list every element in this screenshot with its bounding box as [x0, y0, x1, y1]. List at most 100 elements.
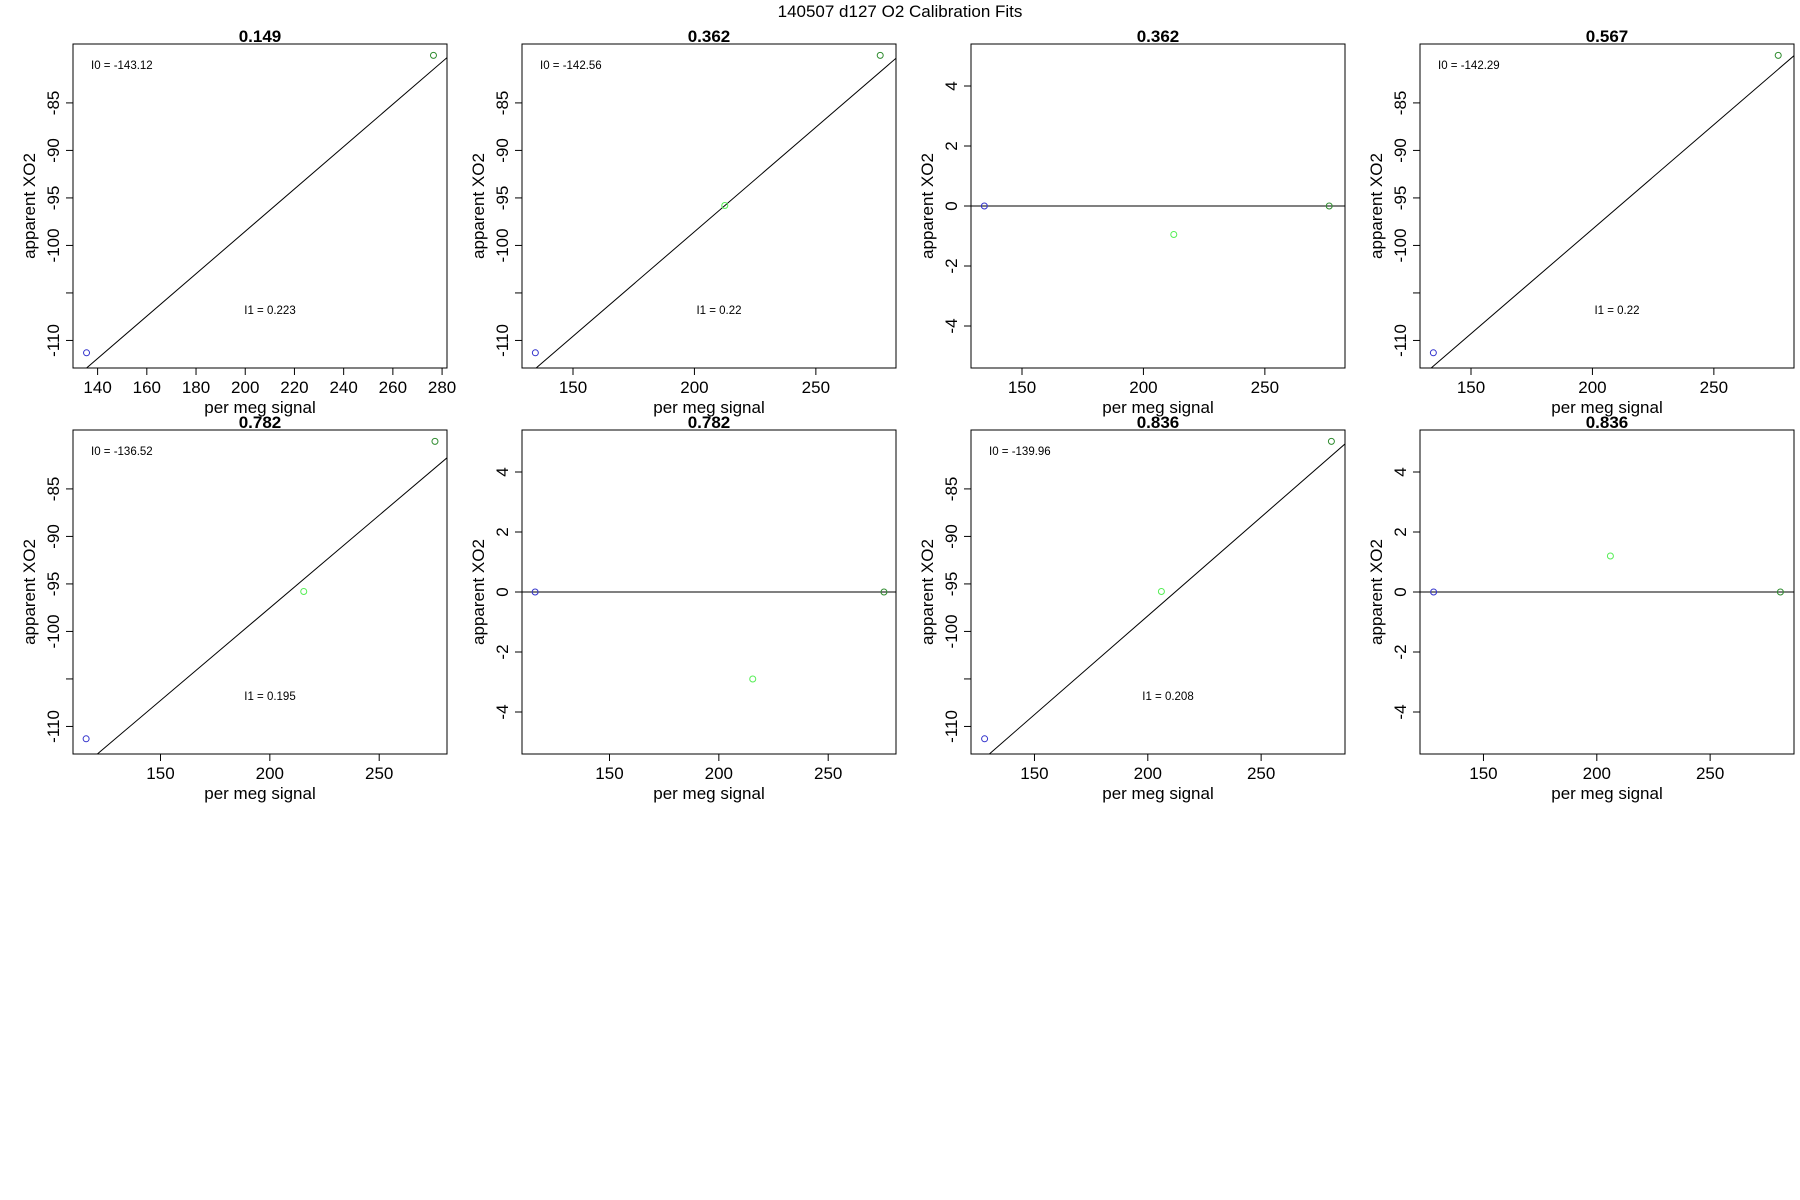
intercept-annotation: I0 = -142.29 — [1438, 60, 1500, 72]
x-tick-label: 150 — [1008, 378, 1036, 397]
x-tick-label: 250 — [1247, 764, 1275, 783]
data-point — [1170, 231, 1178, 238]
slope-annotation: I1 = 0.208 — [1142, 691, 1193, 703]
data-point — [429, 51, 437, 59]
y-tick-label: -85 — [942, 477, 961, 502]
y-tick-label: -2 — [1391, 644, 1410, 659]
panel-3: 0.362 150 200 250 4 2 0 -2 -4 per meg signal appar… — [918, 27, 1346, 417]
y-tick-label: -110 — [1391, 324, 1410, 357]
figure-title: 140507 d127 O2 Calibration Fits — [778, 2, 1023, 21]
x-tick-label: 200 — [1578, 378, 1606, 397]
panel-8: 0.836 150 200 250 4 2 0 -2 -4 per meg signal appar… — [1367, 413, 1795, 803]
x-tick-label: 200 — [231, 378, 259, 397]
y-tick-label: -95 — [44, 572, 63, 597]
data-point — [1327, 437, 1335, 445]
x-axis-label: per meg signal — [1551, 784, 1663, 803]
x-tick-label: 220 — [280, 378, 308, 397]
x-tick-label: 150 — [1469, 764, 1497, 783]
y-tick-label: -95 — [44, 186, 63, 211]
x-axis-label: per meg signal — [204, 398, 316, 417]
fit-line — [1430, 55, 1794, 368]
x-tick-label: 250 — [802, 378, 830, 397]
y-tick-label: -110 — [493, 324, 512, 357]
x-tick-label: 200 — [1583, 764, 1611, 783]
panel-5: 0.782 150 200 250 -85 -90 -95 -100 -110 per meg s… — [20, 413, 448, 803]
x-axis-label: per meg signal — [653, 784, 765, 803]
fit-line — [85, 56, 447, 368]
data-point — [1606, 552, 1614, 560]
data-point — [880, 588, 888, 596]
data-point — [1430, 588, 1438, 596]
x-tick-label: 250 — [1700, 378, 1728, 397]
panel-title: 0.836 — [1586, 413, 1629, 432]
y-tick-label: -100 — [44, 614, 63, 648]
data-point — [1157, 588, 1165, 596]
y-axis-label: apparent XO2 — [469, 153, 488, 259]
x-tick-label: 250 — [1696, 764, 1724, 783]
plot-frame — [521, 43, 897, 369]
data-point — [1774, 51, 1782, 59]
x-axis-label: per meg signal — [1102, 784, 1214, 803]
data-point — [1325, 202, 1333, 210]
slope-annotation: I1 = 0.22 — [696, 305, 741, 317]
y-tick-label: -85 — [1391, 91, 1410, 116]
y-axis-label: apparent XO2 — [1367, 153, 1386, 259]
y-tick-label: -100 — [493, 228, 512, 262]
y-tick-label: -4 — [942, 318, 961, 333]
plot-frame — [72, 43, 448, 369]
x-tick-label: 140 — [83, 378, 111, 397]
panel-title: 0.782 — [239, 413, 282, 432]
y-tick-label: 0 — [942, 201, 961, 210]
y-axis-label: apparent XO2 — [918, 539, 937, 645]
y-tick-label: 2 — [493, 527, 512, 536]
y-tick-label: -100 — [942, 614, 961, 648]
y-tick-label: -95 — [942, 572, 961, 597]
y-tick-label: -90 — [44, 524, 63, 549]
data-point — [876, 51, 884, 59]
y-axis-label: apparent XO2 — [469, 539, 488, 645]
panel-2: 0.362 150 200 250 -85 -90 -95 -100 -110 per meg s… — [469, 27, 897, 417]
x-tick-label: 250 — [1251, 378, 1279, 397]
fit-line — [988, 443, 1345, 754]
y-tick-label: -2 — [493, 644, 512, 659]
y-tick-label: -90 — [44, 138, 63, 163]
fit-line — [535, 57, 896, 368]
x-axis-label: per meg signal — [204, 784, 316, 803]
x-tick-label: 200 — [1134, 764, 1162, 783]
panel-7: 0.836 150 200 250 -85 -90 -95 -100 -110 per meg s… — [918, 413, 1346, 803]
x-tick-label: 200 — [680, 378, 708, 397]
plot-frame — [970, 429, 1346, 755]
panel-title: 0.149 — [239, 27, 282, 46]
panel-1: 0.149 140 160 180 200 220 240 260 280 -85 -90 -95 -1… — [20, 27, 456, 417]
x-tick-label: 150 — [146, 764, 174, 783]
x-tick-label: 150 — [1457, 378, 1485, 397]
y-tick-label: -100 — [44, 228, 63, 262]
data-point — [83, 349, 91, 357]
data-point — [300, 588, 308, 596]
panel-title: 0.567 — [1586, 27, 1629, 46]
x-tick-label: 150 — [559, 378, 587, 397]
y-tick-label: -95 — [1391, 186, 1410, 211]
x-axis-label: per meg signal — [653, 398, 765, 417]
x-tick-label: 180 — [182, 378, 210, 397]
y-tick-label: 2 — [1391, 527, 1410, 536]
x-tick-label: 260 — [379, 378, 407, 397]
y-tick-label: -95 — [493, 186, 512, 211]
slope-annotation: I1 = 0.22 — [1594, 305, 1639, 317]
y-tick-label: 0 — [1391, 587, 1410, 596]
intercept-annotation: I0 = -136.52 — [91, 446, 153, 458]
y-tick-label: 2 — [942, 141, 961, 150]
x-tick-label: 150 — [595, 764, 623, 783]
panel-4: 0.567 150 200 250 -85 -90 -95 -100 -110 per meg s… — [1367, 27, 1795, 417]
intercept-annotation: I0 = -143.12 — [91, 60, 153, 72]
x-tick-label: 150 — [1020, 764, 1048, 783]
y-tick-label: -85 — [44, 91, 63, 116]
y-tick-label: 4 — [493, 467, 512, 476]
data-point — [980, 202, 988, 210]
x-tick-label: 200 — [705, 764, 733, 783]
y-tick-label: -2 — [942, 258, 961, 273]
intercept-annotation: I0 = -139.96 — [989, 446, 1051, 458]
fit-line — [96, 457, 447, 754]
x-axis-label: per meg signal — [1551, 398, 1663, 417]
